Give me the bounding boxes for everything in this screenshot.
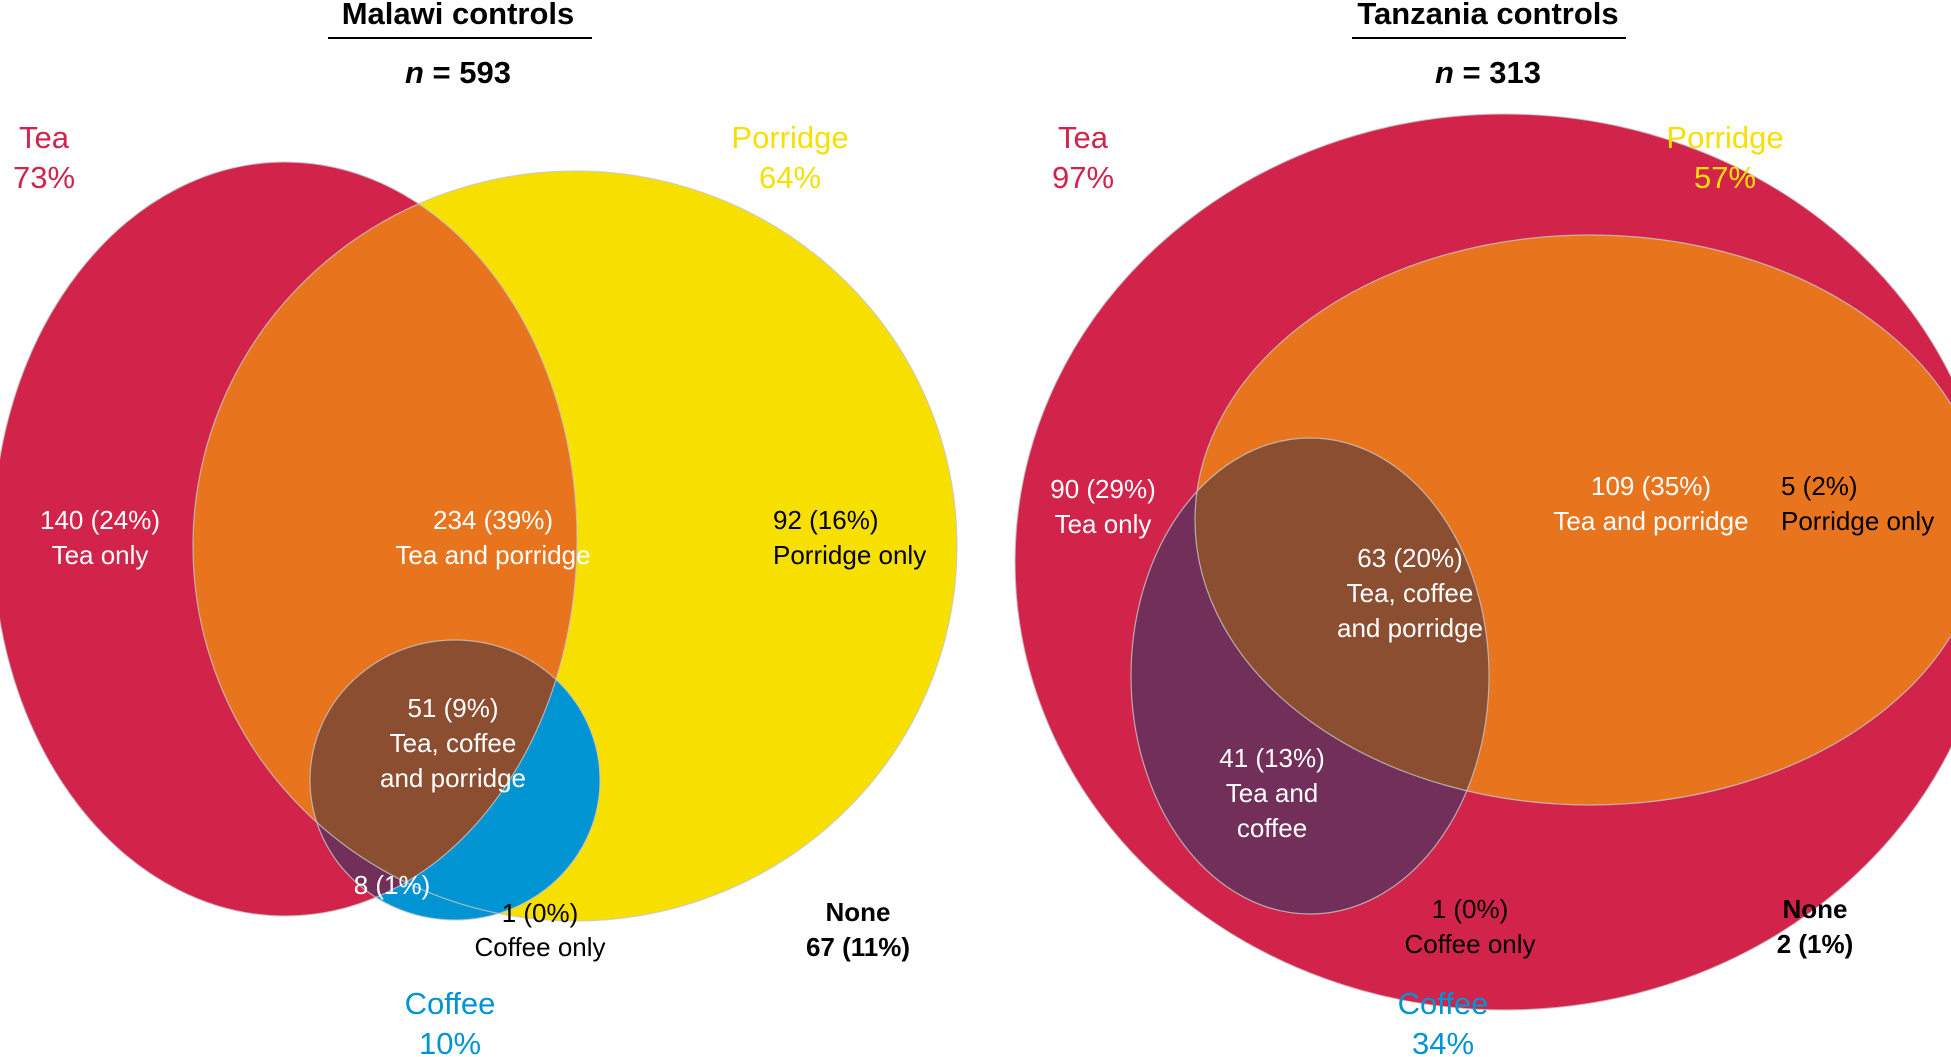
malawi-porridge-only-count: 92 (16%): [773, 505, 879, 535]
tanzania-tea-porridge-count: 109 (35%): [1591, 471, 1711, 501]
tanzania-none-label: None: [1783, 894, 1848, 924]
malawi-tea-percent: 73%: [13, 160, 75, 195]
tanzania-none-value: 2 (1%): [1777, 929, 1854, 959]
malawi-coffee-label: Coffee: [405, 986, 496, 1021]
malawi-n: n = 593: [405, 55, 511, 90]
malawi-tea-label: Tea: [19, 120, 70, 155]
malawi-none-label: None: [826, 897, 891, 927]
malawi-title: Malawi controls: [342, 0, 575, 31]
tanzania-porridge-only-label: Porridge only: [1781, 506, 1934, 536]
tanzania-tea-only-count: 90 (29%): [1050, 474, 1156, 504]
tanzania-tea-coffee-line1: Tea and: [1226, 778, 1319, 808]
tanzania-coffee-only-count: 1 (0%): [1432, 894, 1509, 924]
malawi-coffee-only-label: Coffee only: [474, 932, 605, 962]
panel-malawi: Malawi controls n = 593 Tea 73% Porridge…: [0, 0, 958, 1057]
tanzania-porridge-only-count: 5 (2%): [1781, 471, 1858, 501]
tanzania-tea-coffee-count: 41 (13%): [1219, 743, 1325, 773]
tanzania-porridge-label: Porridge: [1666, 120, 1783, 155]
tanzania-coffee-label: Coffee: [1398, 986, 1489, 1021]
malawi-tea-only-count: 140 (24%): [40, 505, 160, 535]
malawi-tea-porridge-count: 234 (39%): [433, 505, 553, 535]
malawi-all-three-line2: and porridge: [380, 763, 526, 793]
tanzania-title: Tanzania controls: [1357, 0, 1618, 31]
tanzania-coffee-percent: 34%: [1412, 1026, 1474, 1057]
malawi-coffee-only-count: 1 (0%): [502, 898, 579, 928]
tanzania-porridge-percent: 57%: [1694, 160, 1756, 195]
tanzania-tea-porridge-label: Tea and porridge: [1553, 506, 1748, 536]
tanzania-n: n = 313: [1435, 55, 1541, 90]
malawi-tea-porridge-label: Tea and porridge: [395, 540, 590, 570]
tanzania-tea-percent: 97%: [1052, 160, 1114, 195]
malawi-tea-coffee-count: 8 (1%): [354, 870, 431, 900]
malawi-tea-only-label: Tea only: [52, 540, 149, 570]
tanzania-coffee-only-label: Coffee only: [1404, 929, 1535, 959]
malawi-none-value: 67 (11%): [806, 932, 910, 962]
malawi-coffee-percent: 10%: [419, 1026, 481, 1057]
tanzania-tea-label: Tea: [1058, 120, 1109, 155]
tanzania-all-three-line1: Tea, coffee: [1347, 578, 1474, 608]
tanzania-tea-only-label: Tea only: [1055, 509, 1152, 539]
tanzania-all-three-line2: and porridge: [1337, 613, 1483, 643]
malawi-all-three-line1: Tea, coffee: [390, 728, 517, 758]
malawi-porridge-only-label: Porridge only: [773, 540, 926, 570]
tanzania-all-three-count: 63 (20%): [1357, 543, 1463, 573]
malawi-porridge-percent: 64%: [759, 160, 821, 195]
malawi-all-three-count: 51 (9%): [407, 693, 498, 723]
malawi-porridge-label: Porridge: [731, 120, 848, 155]
tanzania-tea-coffee-line2: coffee: [1237, 813, 1307, 843]
panel-tanzania: Tanzania controls n = 313 Tea 97% Porrid…: [1014, 0, 1951, 1057]
